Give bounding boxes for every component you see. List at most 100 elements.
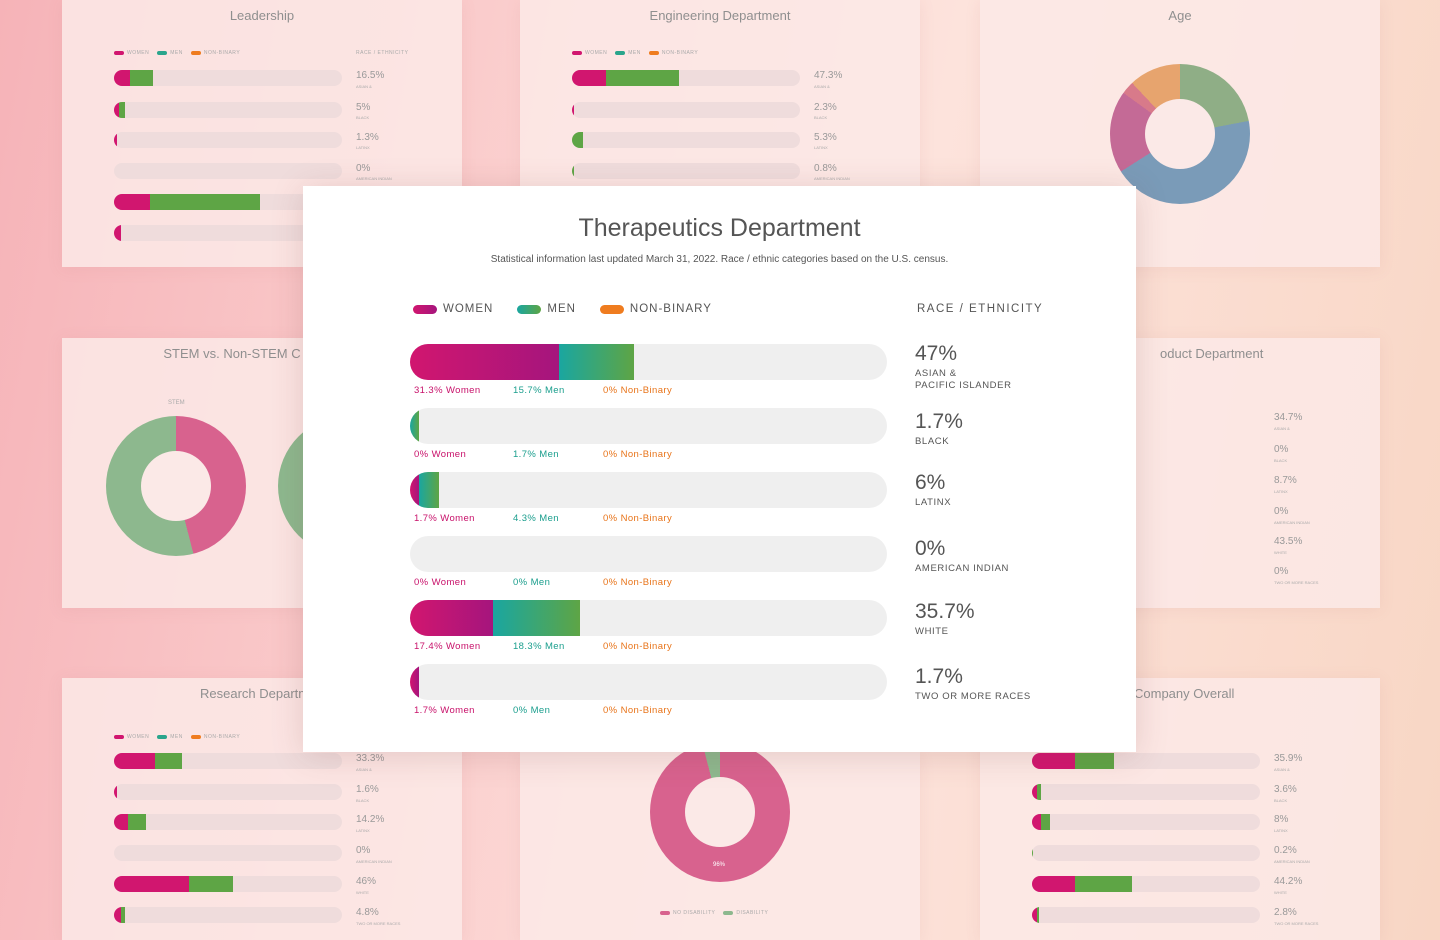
race-stat: 0% AMERICAN INDIAN	[915, 537, 1009, 575]
label-men: 15.7% Men	[513, 385, 565, 396]
race-total: 6%	[915, 471, 946, 494]
bg-category: BLACK	[1274, 798, 1288, 803]
bar-segment-women	[410, 600, 493, 636]
bg-value: 16.5%	[356, 70, 385, 81]
bg-bar	[114, 784, 342, 800]
bar-row: 0% Women 0% Men 0% Non-Binary	[410, 536, 887, 588]
bar-track	[410, 472, 887, 508]
bg-value: 35.9%	[1274, 753, 1303, 764]
bg-category: BLACK	[814, 115, 828, 120]
bar-segment-men	[410, 408, 419, 444]
bg-value: 8%	[1274, 814, 1289, 825]
bg-value: 0%	[1274, 566, 1289, 577]
label-men: 1.7% Men	[513, 449, 559, 460]
bar-row: 31.3% Women 15.7% Men 0% Non-Binary	[410, 344, 887, 396]
bg-category: TWO OR MORE RACES	[356, 921, 401, 926]
bg-category: ASIAN &	[1274, 767, 1290, 772]
bg-category: LATINX	[814, 145, 828, 150]
legend-label-nonbinary: NON-BINARY	[629, 303, 712, 315]
label-men: 18.3% Men	[513, 641, 565, 652]
bg-value: 2.8%	[1274, 907, 1297, 918]
bar-segment-women	[410, 344, 560, 380]
bg-card-title: Company Overall	[1134, 686, 1235, 701]
race-stat: 35.7% WHITE	[915, 600, 975, 638]
bg-value: 5%	[356, 102, 371, 113]
bg-category: BLACK	[356, 798, 370, 803]
label-nonbinary: 0% Non-Binary	[603, 705, 673, 716]
label-women: 1.7% Women	[414, 705, 475, 716]
label-nonbinary: 0% Non-Binary	[603, 577, 673, 588]
label-women: 0% Women	[414, 577, 467, 588]
bg-card-title: Leadership	[229, 8, 295, 23]
race-category: AMERICAN INDIAN	[915, 563, 1009, 574]
legend-item-men: MEN	[517, 303, 576, 315]
bg-category: ASIAN &	[814, 84, 830, 89]
bg-value: 1.3%	[356, 132, 379, 143]
bg-legend-nodis: NO DISABILITY	[673, 910, 716, 916]
bar-track	[410, 664, 887, 700]
bg-legend: WOMEN MEN NON-BINARY	[114, 50, 240, 56]
label-women: 1.7% Women	[414, 513, 475, 524]
legend-label-women: WOMEN	[443, 303, 494, 315]
bg-card-title: Age	[1168, 8, 1192, 23]
label-nonbinary: 0% Non-Binary	[603, 449, 673, 460]
bar-segment-women	[410, 472, 419, 508]
bg-card-age: Age	[980, 0, 1380, 267]
bg-card-title: STEM vs. Non-STEM C	[163, 346, 301, 361]
bg-value: 0%	[356, 845, 371, 856]
bg-category: AMERICAN INDIAN	[814, 176, 850, 181]
bg-card-title: oduct Department	[1160, 346, 1264, 361]
bg-legend-dis: DISABILITY	[736, 910, 769, 916]
bg-category: LATINX	[1274, 828, 1288, 833]
race-stat: 1.7% TWO OR MORE RACES	[915, 665, 1031, 703]
race-total: 1.7%	[915, 410, 963, 433]
race-stat: 6% LATINX	[915, 471, 951, 509]
bar-track	[410, 344, 887, 380]
bar-row: 1.7% Women 0% Men 0% Non-Binary	[410, 664, 887, 716]
chart-legend: WOMEN MEN NON-BINARY	[413, 303, 736, 315]
bg-category: BLACK	[356, 115, 370, 120]
bg-disability-donut	[650, 752, 790, 882]
bg-category: ASIAN &	[356, 84, 372, 89]
bg-legend: WOMEN MEN NON-BINARY	[572, 50, 698, 56]
bg-category: ASIAN &	[356, 767, 372, 772]
bg-legend: WOMEN MEN NON-BINARY	[114, 734, 240, 740]
bg-card-leadership: Leadership WOMEN MEN NON-BINARY RACE / ETH…	[62, 0, 462, 267]
label-men: 0% Men	[513, 577, 551, 588]
bg-category: LATINX	[356, 828, 370, 833]
label-nonbinary: 0% Non-Binary	[603, 641, 673, 652]
bg-category: AMERICAN INDIAN	[1274, 520, 1310, 525]
bg-card-disability: 96% NO DISABILITY DISABILITY	[520, 752, 920, 940]
bar-labels: 0% Women 1.7% Men 0% Non-Binary	[410, 444, 887, 460]
bg-category: BLACK	[1274, 458, 1288, 463]
race-stat: 47% ASIAN & PACIFIC ISLANDER	[915, 342, 1012, 392]
bg-card-title: Research Departm	[200, 686, 310, 701]
bg-category: LATINX	[356, 145, 370, 150]
bg-value: 0%	[1274, 506, 1289, 517]
legend-swatch-nonbinary	[599, 304, 624, 314]
label-women: 31.3% Women	[414, 385, 481, 396]
bg-bar	[1032, 814, 1260, 830]
bg-bar	[114, 225, 342, 241]
bg-card-research: Research Departm WOMEN MEN NON-BINARY 33.3…	[62, 678, 462, 940]
bar-labels: 1.7% Women 0% Men 0% Non-Binary	[410, 700, 887, 716]
bg-bar	[114, 194, 342, 210]
bg-card-company: Company Overall 35.9% 3.6% 8% 0.2% 44.2%…	[980, 678, 1380, 940]
bar-segment-men	[492, 600, 581, 636]
bar-row: 0% Women 1.7% Men 0% Non-Binary	[410, 408, 887, 460]
bar-segment-men	[559, 344, 635, 380]
bg-value: 0%	[356, 163, 371, 174]
bg-value: 1.6%	[356, 784, 379, 795]
bg-card-title: Engineering Department	[649, 8, 791, 23]
bg-bar	[114, 132, 342, 148]
bg-bar	[114, 876, 342, 892]
bg-value: 3.6%	[1274, 784, 1297, 795]
card-title: Therapeutics Department	[578, 214, 861, 242]
bg-bar	[114, 163, 342, 179]
bg-value: 0%	[1274, 444, 1289, 455]
card-subtitle: Statistical information last updated Mar…	[490, 254, 949, 265]
race-category: BLACK	[915, 436, 950, 447]
race-total: 35.7%	[915, 600, 975, 623]
bg-category: TWO OR MORE RACES	[1274, 580, 1319, 585]
bg-category: AMERICAN INDIAN	[356, 859, 392, 864]
